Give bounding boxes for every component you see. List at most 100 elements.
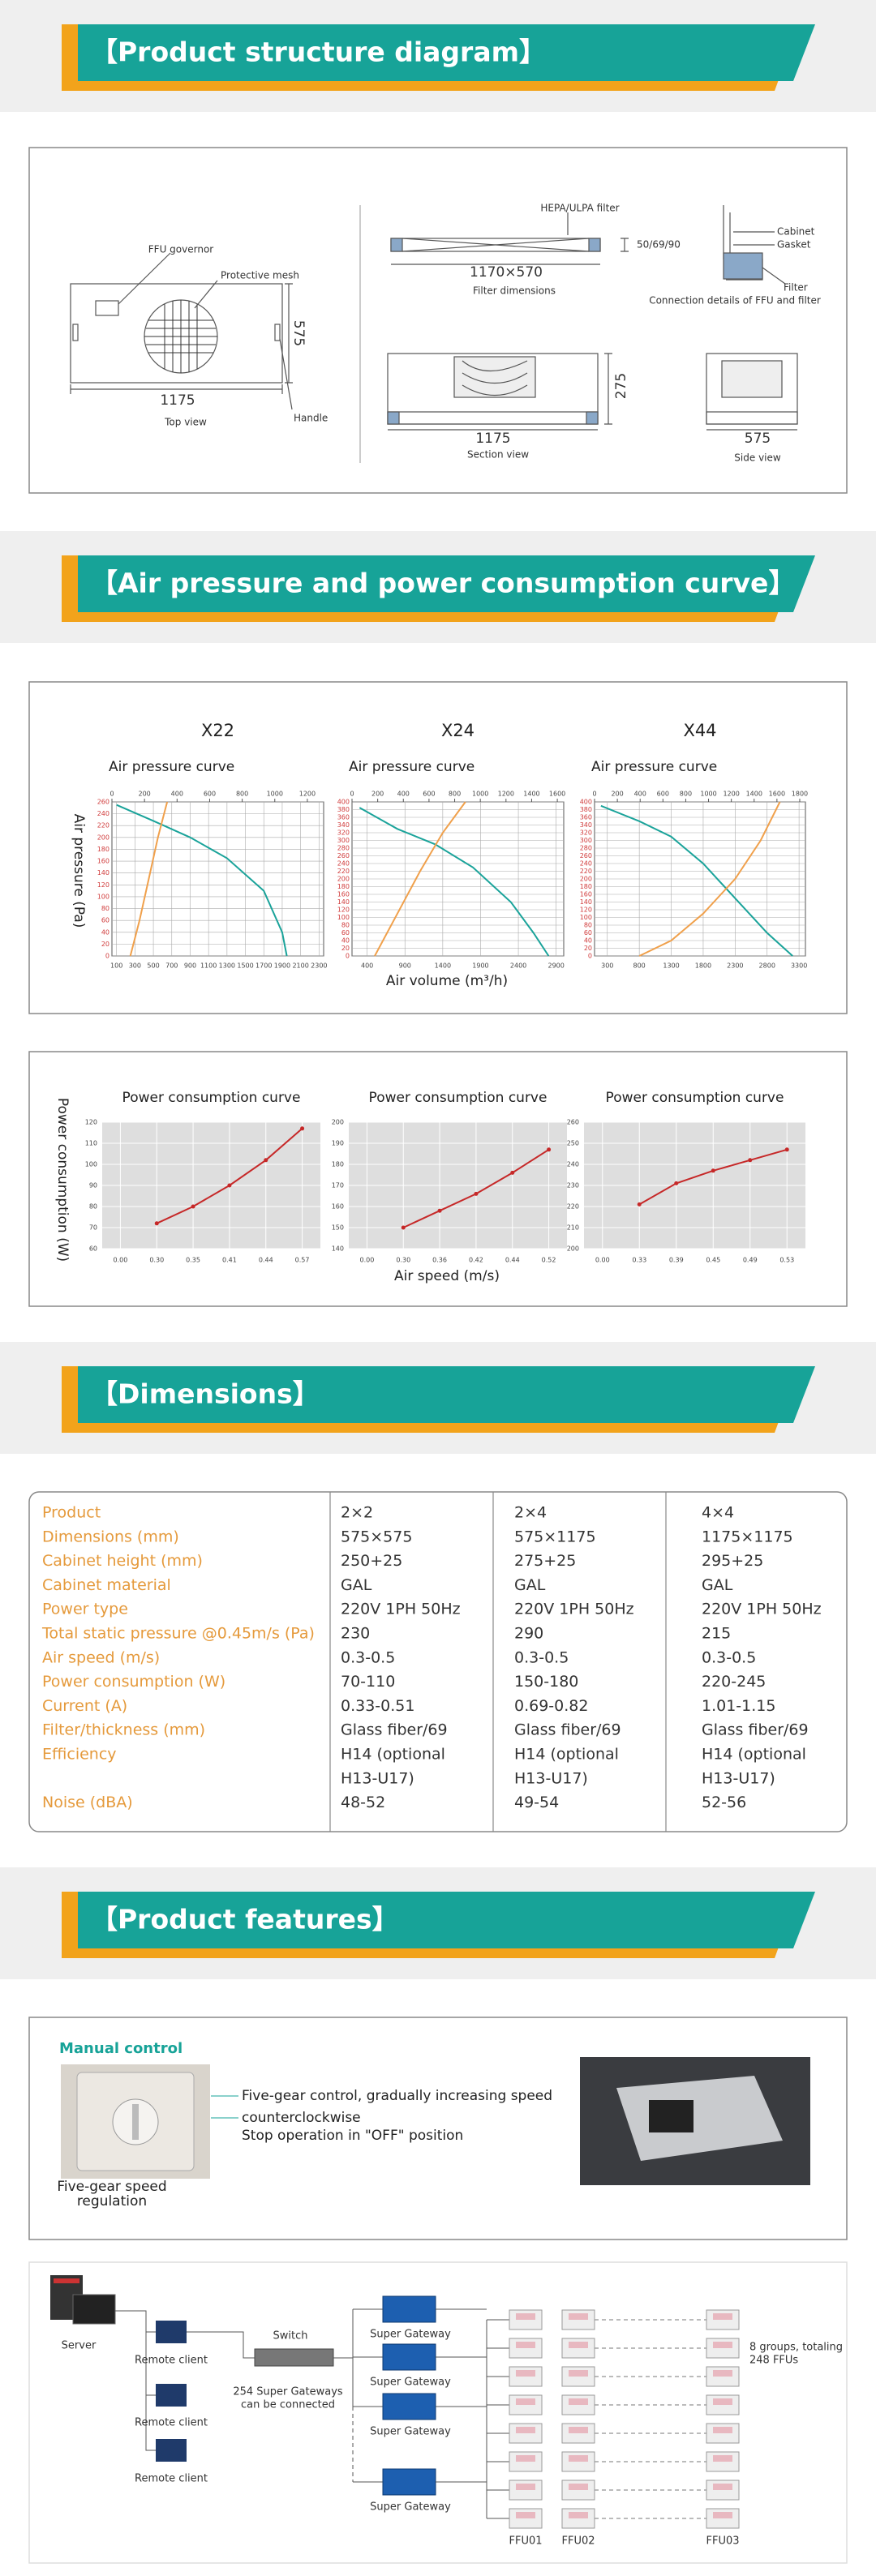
label: Gasket [777,239,811,251]
governor-box [95,300,119,316]
x2-tick-label: 400 [171,791,183,798]
y-tick-label: 360 [337,814,350,821]
ffu-top [569,2455,588,2462]
y-tick-label: 160 [332,1203,344,1211]
net-label: Server [62,2340,97,2352]
label: HEPA/ULPA filter [540,203,619,214]
x-tick-label: 1800 [695,962,711,970]
x2-tick-label: 1600 [549,791,565,798]
x2-tick-label: 400 [634,791,646,798]
y-tick-label: 380 [337,806,350,813]
y-tick-label: 280 [580,845,592,852]
ffu-top [569,2512,588,2518]
x-tick-label: 2400 [510,962,526,970]
knob-grip [132,2104,139,2140]
x-tick-label: 0.57 [295,1257,310,1264]
y-tick-label: 160 [337,891,350,898]
y-tick-label: 110 [85,1140,97,1147]
cell: 230 [341,1625,370,1643]
y-tick-label: 220 [337,868,350,875]
x-tick-label: 0.52 [542,1257,556,1264]
x-tick-label: 1400 [435,962,451,970]
cell: H14 (optional [341,1746,445,1764]
filter-section [723,252,763,280]
chart-subtitle: Air pressure curve [109,759,234,775]
cell: 275+25 [514,1552,576,1570]
x-tick-label: 0.42 [469,1257,483,1264]
row-label: Cabinet height (mm) [42,1552,203,1570]
y-tick-label: 80 [584,922,592,929]
x-tick-label: 1900 [472,962,488,970]
ffu-top [569,2342,588,2348]
x2-tick-label: 800 [449,791,461,798]
y-tick-label: 160 [97,858,110,865]
cell: H14 (optional [702,1746,806,1764]
chart-subtitle: Power consumption curve [606,1090,784,1106]
point [264,1158,268,1163]
x-tick-label: 0.44 [505,1257,520,1264]
handle-right [274,324,281,341]
y-tick-label: 140 [97,869,110,877]
x2-tick-label: 1800 [792,791,808,798]
row-label: Product [42,1504,101,1522]
row-label: Efficiency [42,1746,117,1764]
chart-subtitle: Power consumption curve [369,1090,548,1106]
x2-tick-label: 200 [611,791,623,798]
y-tick-label: 100 [97,893,110,900]
client-icon [156,2321,187,2343]
x2-tick-label: 1200 [299,791,316,798]
caption: Connection details of FFU and filter [649,295,821,306]
row-label: Current (A) [42,1697,127,1715]
x-tick-label: 2100 [292,962,308,970]
point [637,1202,642,1207]
x-tick-label: 0.53 [779,1257,794,1264]
row-label: Air speed (m/s) [42,1648,160,1666]
feature-caption: Five-gear speed [57,2179,166,2195]
point [401,1225,406,1230]
x-tick-label: 0.00 [114,1257,128,1264]
features-box [28,2017,848,2240]
y-tick-label: 190 [332,1140,344,1147]
server-monitor [72,2294,116,2325]
fan-blades [462,360,528,396]
y-axis-label: Power consumption (W) [54,1098,71,1262]
section-filter [387,411,599,425]
point [437,1208,442,1213]
y-tick-label: 80 [89,1203,97,1211]
x-tick-label: 400 [361,962,373,970]
x-tick-label: 0.36 [432,1257,447,1264]
net-label: 8 groups, totaling [749,2342,843,2354]
row-label: Noise (dBA) [42,1794,133,1811]
net-label: 248 FFUs [749,2355,798,2367]
table-box [28,1491,848,1832]
x-tick-label: 1500 [237,962,253,970]
y-tick-label: 180 [580,883,592,890]
ffu-top [713,2455,732,2462]
y-tick-label: 220 [97,822,110,829]
x2-tick-label: 800 [236,791,248,798]
network-drawing [50,2275,383,2483]
point [474,1191,479,1196]
cell: H13-U17) [341,1769,414,1787]
ffu-top [713,2313,732,2320]
ffu-top [713,2398,732,2405]
cell: 250+25 [341,1552,402,1570]
dimension-lines [70,252,293,410]
x-tick-label: 800 [633,962,646,970]
plot-area [111,801,324,957]
curve [600,804,793,957]
connection-drawing [723,205,786,285]
y-tick-label: 100 [337,914,350,921]
chart-subtitle: Power consumption curve [122,1090,301,1106]
label: FFU governor [148,244,214,255]
server-light [54,2278,79,2283]
cell: 575×1175 [514,1528,596,1545]
ffu-top [569,2427,588,2433]
gateway-icon [382,2468,436,2496]
chart-subtitle: Air pressure curve [349,759,474,775]
cell: 295+25 [702,1552,763,1570]
top-view [70,252,293,410]
chart-title: X44 [683,721,716,740]
cell: 4×4 [702,1504,734,1522]
